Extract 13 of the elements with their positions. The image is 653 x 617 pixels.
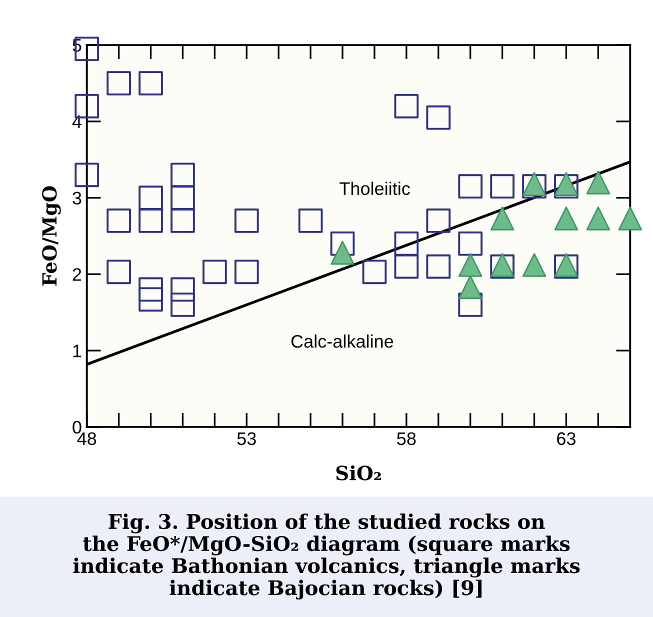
annotation: Tholeiitic	[340, 182, 410, 196]
x-tick-label: 48	[77, 432, 96, 446]
x-tick-label: 58	[397, 432, 416, 446]
y-tick-label: 2	[72, 268, 82, 281]
y-axis-title: FeO/MgO	[42, 186, 61, 286]
caption: Fig. 3. Position of the studied rocks on the FeO*/MgO-SiO₂ diagram (square marks indicate Bathonian volcanics, triangle marks indicate Bajocian rocks) [9]	[73, 514, 580, 600]
y-tick-label: 1	[73, 344, 82, 358]
y-tick-label: 0	[72, 420, 82, 434]
x-axis-title: SiO₂	[336, 465, 381, 480]
y-tick-label: 3	[72, 192, 82, 205]
annotation: Calc-alkaline	[291, 334, 394, 348]
x-tick-label: 63	[557, 432, 576, 446]
x-tick-label: 53	[237, 432, 256, 446]
